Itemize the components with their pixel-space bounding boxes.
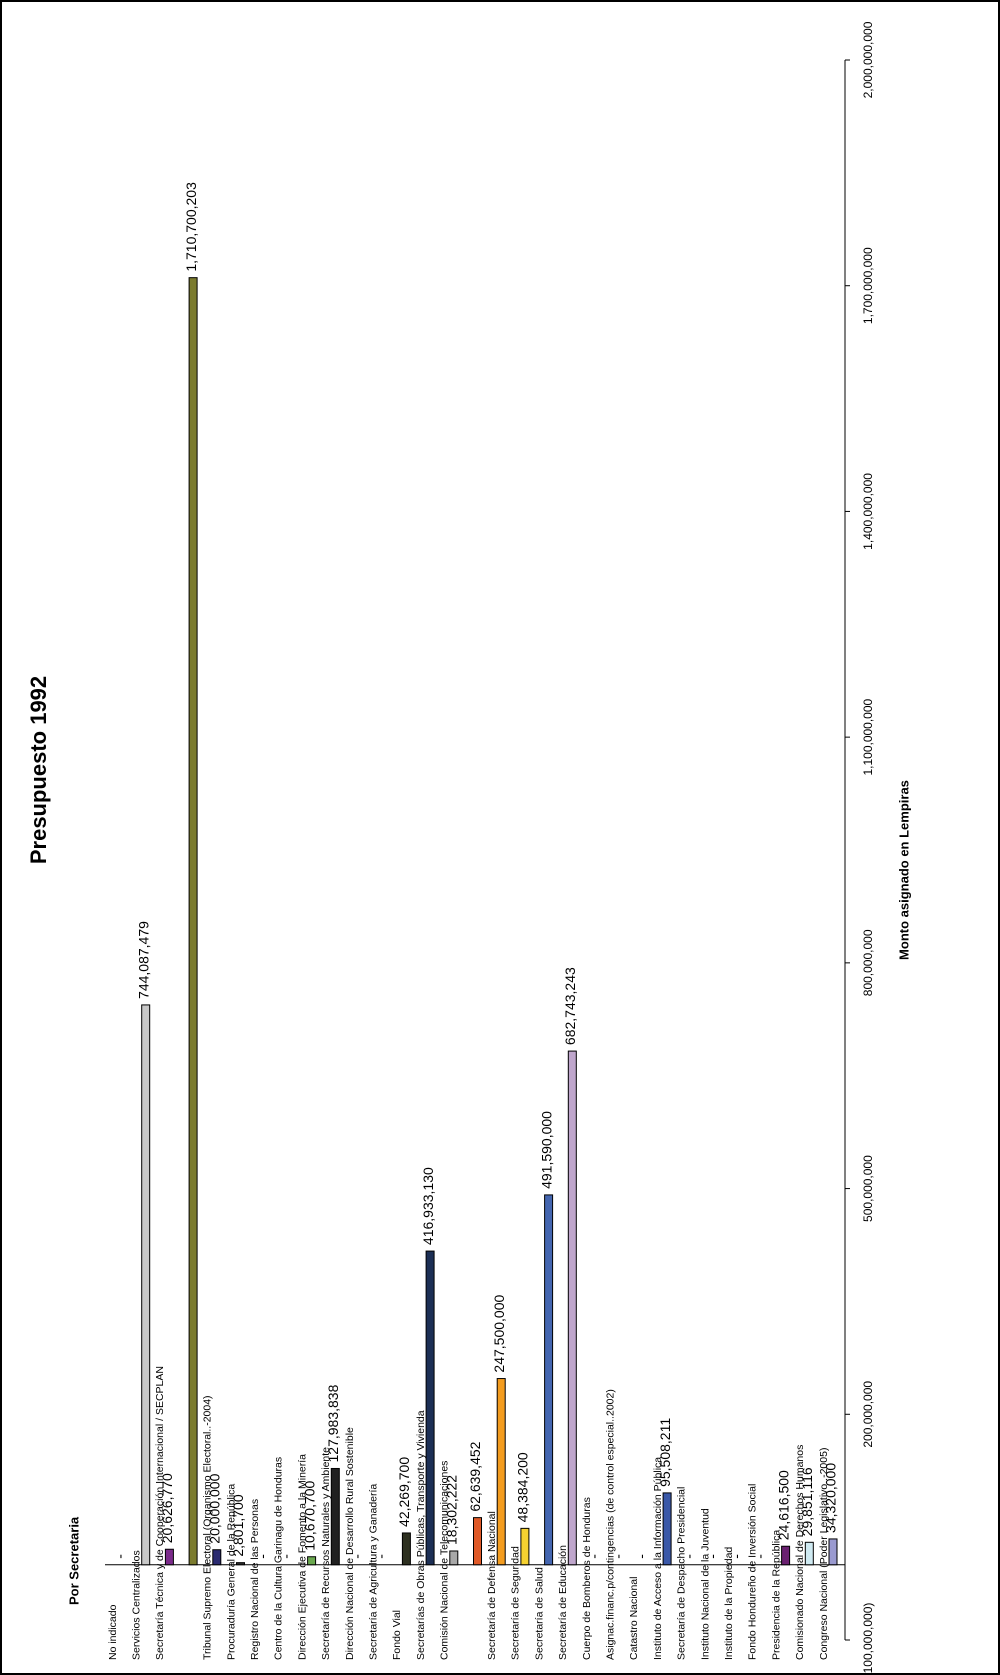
value-label: 416,933,130 [420, 1167, 436, 1245]
value-label: 10,670,700 [301, 1480, 317, 1550]
value-label: - [704, 1554, 720, 1559]
value-label: - [633, 1554, 649, 1559]
x-tick-label: Secretaría de Despacho Presidencial [676, 1487, 688, 1660]
value-label: 24,616,500 [775, 1470, 791, 1540]
value-label: - [586, 1554, 602, 1559]
value-label: 1,710,700,203 [183, 182, 199, 272]
bar [520, 1527, 530, 1566]
x-tick-label: Secretarías de Obras Públicas, Transport… [415, 1410, 427, 1660]
x-tick-label: Instituto Nacional de la Juventud [699, 1508, 711, 1660]
bar [804, 1541, 814, 1566]
x-tick-label: Secretaría de Seguridad [510, 1546, 522, 1660]
value-label: - [278, 1554, 294, 1559]
bar [188, 277, 198, 1566]
value-label: 29,851,116 [799, 1467, 815, 1536]
x-tick-label: Secretaría de Salud [533, 1567, 545, 1660]
x-tick-label: Servicios Centralizados [130, 1550, 142, 1660]
value-label: 95,508,211 [657, 1418, 673, 1487]
x-tick-label: Dirección Nacional de Desarrollo Rural S… [344, 1427, 356, 1660]
x-tick-label: Presidencia de la República [770, 1530, 782, 1660]
bar [473, 1517, 482, 1566]
value-label: 682,743,243 [562, 967, 578, 1045]
y-tick-label: 2,000,000,000 [861, 21, 875, 98]
x-tick-label: Instituto de Acceso a la Información Púb… [652, 1457, 664, 1660]
x-tick-label: Secretaría de Defensa Nacional [486, 1511, 498, 1660]
value-label: 34,320,000 [823, 1463, 839, 1533]
x-tick-label: Dirección Ejecutiva de Fomento a la Mine… [296, 1454, 308, 1660]
value-label: 491,590,000 [538, 1111, 554, 1189]
x-tick-label: Procuraduría General de la República [225, 1484, 237, 1660]
bar [781, 1545, 791, 1566]
x-tick-label: Instituto de la Propiedad [723, 1547, 735, 1660]
y-tick-label: (100,000,000) [861, 1603, 875, 1675]
bar [212, 1549, 222, 1566]
chart-title: Presupuesto 1992 [26, 676, 51, 864]
value-label: 48,384,200 [515, 1452, 531, 1522]
value-label: 127,983,838 [325, 1384, 341, 1462]
value-label: 247,500,000 [491, 1294, 507, 1372]
x-tick-label: Comisionado Nacional de Derechos Humanos [794, 1445, 806, 1660]
x-tick-label: Fondo Vial [391, 1610, 403, 1660]
value-label: 2,801,700 [230, 1494, 246, 1556]
y-tick-label: 1,100,000,000 [861, 698, 875, 775]
x-tick-label: Secretaría Técnica y de Cooperación Inte… [154, 1366, 166, 1660]
y-tick-label: 500,000,000 [861, 1155, 875, 1222]
bar [236, 1562, 245, 1566]
value-axis-title: Monto asignado en Lempiras [896, 780, 911, 960]
x-tick-label: Secretaría de Educación [557, 1545, 569, 1660]
value-label: - [728, 1554, 744, 1559]
y-tick-label: 1,400,000,000 [861, 473, 875, 550]
x-tick-label: Tribunal Supremo Electoral (Organismo El… [202, 1395, 214, 1660]
value-label: - [681, 1554, 697, 1559]
x-tick-label: Fondo Hondureño de Inversión Social [747, 1484, 759, 1660]
value-label: - [112, 1554, 128, 1559]
value-label: 18,302,222 [444, 1475, 460, 1545]
bar [164, 1548, 174, 1566]
bar [828, 1538, 838, 1566]
bar [496, 1378, 506, 1566]
bar [307, 1556, 317, 1566]
value-label: - [752, 1554, 768, 1559]
bar [544, 1194, 554, 1566]
x-tick-label: Comisión Nacional de Telecomunicaciones [439, 1461, 451, 1660]
bar [401, 1532, 411, 1566]
bar [330, 1467, 340, 1566]
x-tick-label: Centro de la Cultura Garinagu de Hondura… [273, 1457, 285, 1660]
bar [141, 1004, 151, 1566]
y-tick-label: 800,000,000 [861, 929, 875, 996]
x-tick-label: Secretaría de Agricultura y Ganadería [367, 1484, 379, 1660]
x-tick-label: No indicado [107, 1604, 119, 1660]
value-label: - [372, 1554, 388, 1559]
x-tick-label: Registro Nacional de las Personas [249, 1499, 261, 1660]
value-label: - [609, 1554, 625, 1559]
bar [449, 1550, 459, 1566]
value-label: 20,626,770 [159, 1473, 175, 1543]
x-tick-label: Asignac.financ.p/contingencias (de contr… [604, 1389, 616, 1660]
x-tick-label: Congreso Nacional (Poder Legislativo..-2… [818, 1448, 830, 1660]
x-tick-label: Secretaría de Recursos Naturales y Ambie… [320, 1447, 332, 1660]
category-axis-title: Por Secretaria [66, 1516, 81, 1605]
y-tick-label: 200,000,000 [861, 1381, 875, 1448]
x-tick-label: Cuerpo de Bomberos de Honduras [581, 1497, 593, 1660]
bar [662, 1492, 672, 1566]
value-label: - [349, 1554, 365, 1559]
y-tick-label: 1,700,000,000 [861, 247, 875, 324]
value-label: 42,269,700 [396, 1457, 412, 1527]
bar [425, 1250, 435, 1566]
value-label: 62,639,452 [467, 1441, 483, 1511]
x-tick-label: Catastro Nacional [628, 1577, 640, 1660]
bar [567, 1050, 577, 1566]
value-label: 744,087,479 [135, 921, 151, 999]
plot: Presupuesto 1992 Por Secretaria Monto as… [26, 21, 912, 1675]
value-label: - [254, 1554, 270, 1559]
value-label: 20,000,000 [207, 1473, 223, 1543]
